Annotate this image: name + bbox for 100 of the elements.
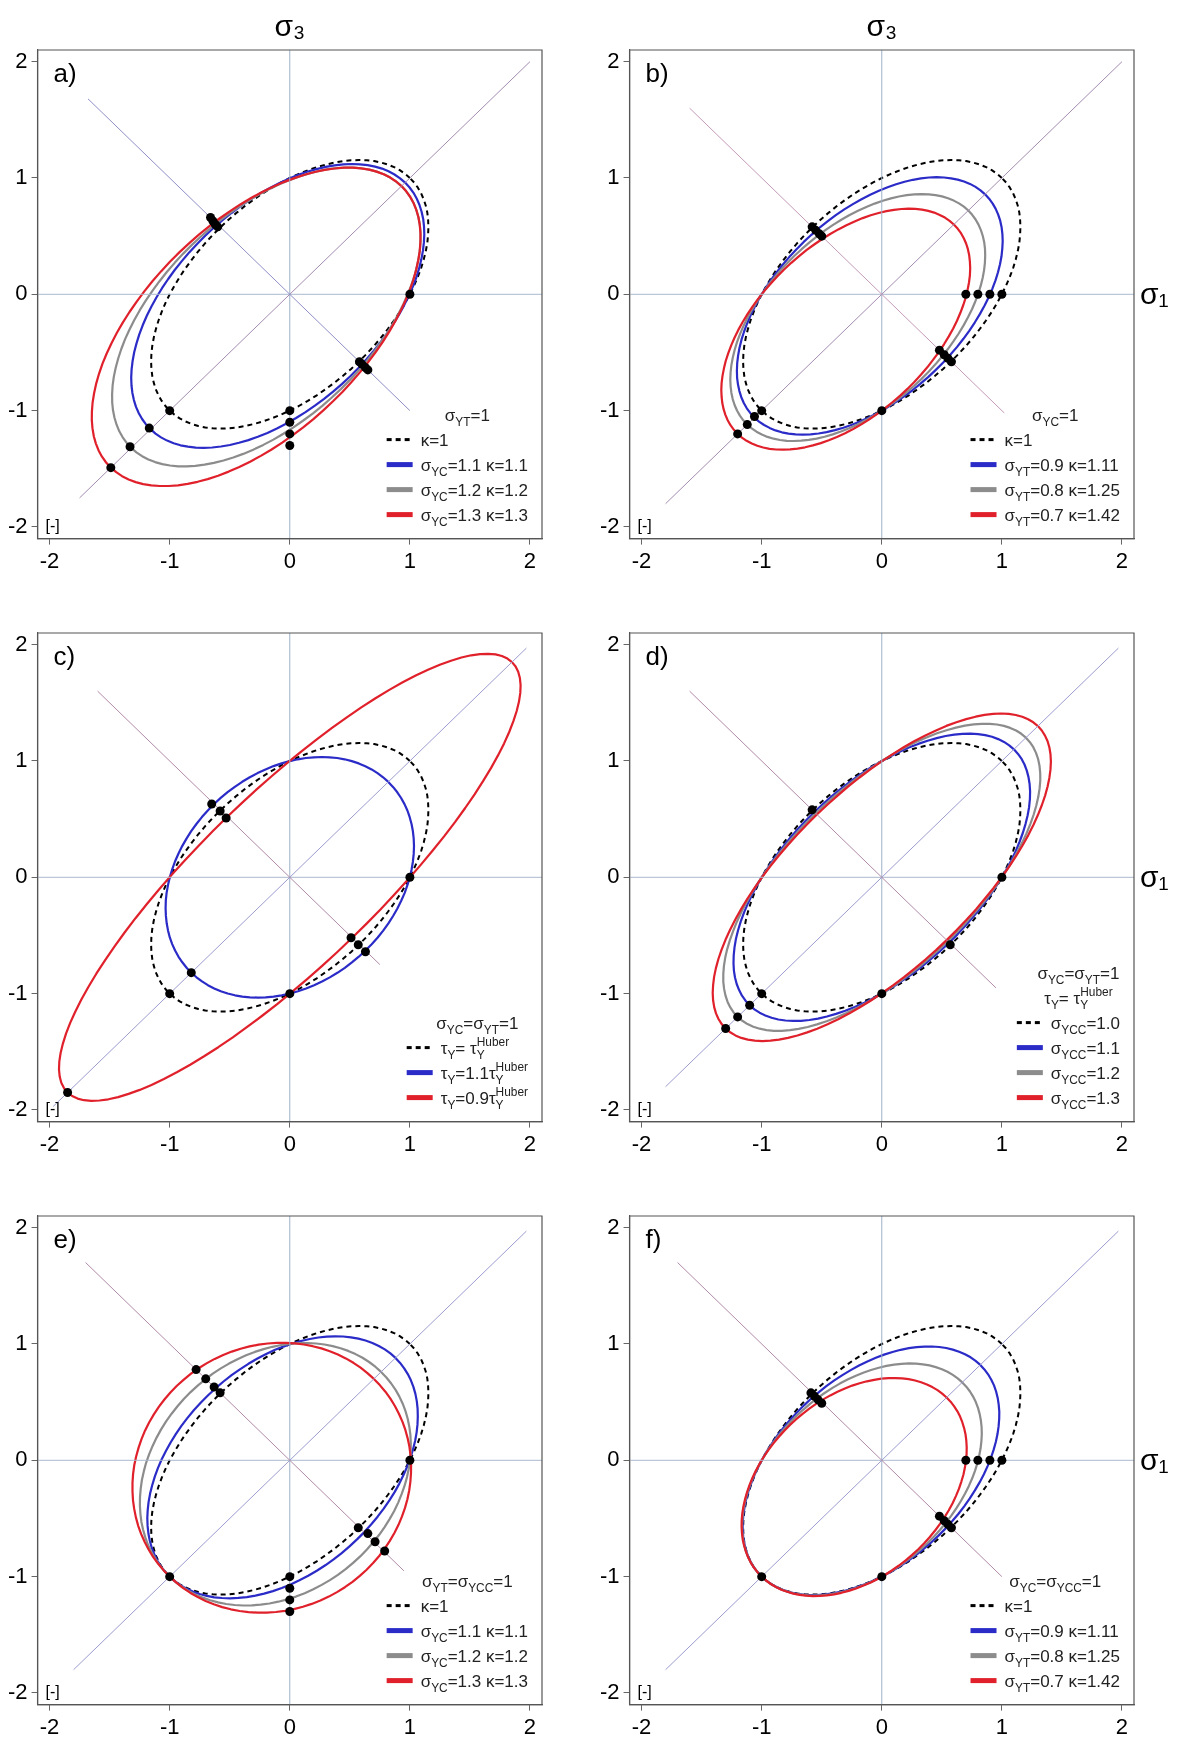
x-tick-label: 1 [403, 1713, 417, 1739]
annotation: [-] [45, 516, 60, 534]
point [946, 357, 956, 367]
annotation: [-] [637, 1099, 652, 1117]
point [405, 872, 415, 882]
point [201, 1374, 211, 1384]
point [363, 1529, 373, 1539]
point [997, 289, 1007, 299]
x-tick-label: -2 [631, 1713, 652, 1739]
y-tick-label: 0 [15, 863, 28, 889]
annotation: [-] [637, 516, 652, 534]
point [285, 417, 295, 427]
point [742, 420, 752, 430]
x-tick-label: -1 [159, 1713, 180, 1739]
point [165, 1572, 175, 1582]
y-tick-label: -1 [8, 979, 28, 1005]
annotation: b) [645, 58, 669, 88]
y-tick-label: -2 [8, 1096, 28, 1122]
annotation: e) [53, 1224, 77, 1254]
point [353, 940, 363, 950]
point [285, 429, 295, 439]
point [353, 1523, 363, 1533]
y-tick-label: -1 [600, 396, 620, 422]
x-tick-label: 1 [403, 1130, 417, 1156]
point [186, 968, 196, 978]
annotation: a) [53, 58, 77, 88]
y-tick-label: 2 [15, 47, 28, 73]
x-tick-label: -2 [39, 1713, 60, 1739]
annotation: κ=1 [420, 1596, 449, 1616]
point [370, 1537, 380, 1547]
annotation: f) [645, 1224, 662, 1254]
point [807, 805, 817, 815]
x-tick-label: -2 [39, 547, 60, 573]
x-tick-label: 2 [1115, 547, 1129, 573]
y-tick-label: -2 [8, 513, 28, 539]
point [125, 442, 135, 452]
y-tick-label: 2 [607, 630, 620, 656]
y-tick-label: 1 [607, 747, 620, 773]
point [749, 411, 759, 421]
point [733, 1012, 743, 1022]
point [380, 1546, 390, 1556]
y-tick-label: -1 [8, 396, 28, 422]
point [721, 1024, 731, 1034]
point [285, 1572, 295, 1582]
point [973, 289, 983, 299]
y-axis-title: σ₃ [866, 9, 898, 42]
x-tick-label: 0 [875, 547, 888, 573]
annotation: d) [645, 641, 669, 671]
x-tick-label: -2 [631, 547, 652, 573]
y-tick-label: 0 [607, 863, 620, 889]
y-tick-label: 2 [15, 1213, 28, 1239]
point [973, 1455, 983, 1465]
x-tick-label: -1 [751, 547, 772, 573]
annotation: [-] [45, 1099, 60, 1117]
point [207, 799, 217, 809]
point [997, 1455, 1007, 1465]
point [757, 1572, 767, 1582]
point [285, 989, 295, 999]
annotation: [-] [45, 1682, 60, 1700]
y-tick-label: 2 [607, 47, 620, 73]
y-tick-label: -2 [8, 1679, 28, 1705]
x-tick-label: 2 [1115, 1713, 1129, 1739]
point [209, 1382, 219, 1392]
y-axis-title: σ₃ [274, 9, 306, 42]
y-tick-label: 1 [607, 164, 620, 190]
point [285, 441, 295, 451]
x-tick-label: 1 [403, 547, 417, 573]
x-axis-title: σ₁ [1140, 1443, 1169, 1477]
point [346, 933, 356, 943]
x-tick-label: -1 [159, 1130, 180, 1156]
y-tick-label: 1 [15, 1330, 28, 1356]
y-tick-label: -2 [600, 513, 620, 539]
point [221, 813, 231, 823]
x-tick-label: -1 [159, 547, 180, 573]
x-tick-label: 0 [283, 1713, 296, 1739]
point [405, 289, 415, 299]
y-tick-label: 2 [15, 630, 28, 656]
point [997, 872, 1007, 882]
point [285, 1583, 295, 1593]
point [165, 989, 175, 999]
point [985, 289, 995, 299]
point [360, 947, 370, 957]
point [745, 1000, 755, 1010]
point [215, 806, 225, 816]
y-tick-label: 0 [15, 1446, 28, 1472]
y-tick-label: -1 [600, 1562, 620, 1588]
point [877, 989, 887, 999]
point [405, 1455, 415, 1465]
x-tick-label: 1 [995, 1130, 1009, 1156]
point [985, 1455, 995, 1465]
x-tick-label: -1 [751, 1130, 772, 1156]
annotation: κ=1 [1004, 1596, 1033, 1616]
annotation: [-] [637, 1682, 652, 1700]
point [285, 1607, 295, 1617]
x-tick-label: -1 [751, 1713, 772, 1739]
point [757, 989, 767, 999]
point [106, 463, 116, 473]
point [215, 1388, 225, 1398]
x-tick-label: 2 [523, 1713, 537, 1739]
x-tick-label: 0 [875, 1130, 888, 1156]
